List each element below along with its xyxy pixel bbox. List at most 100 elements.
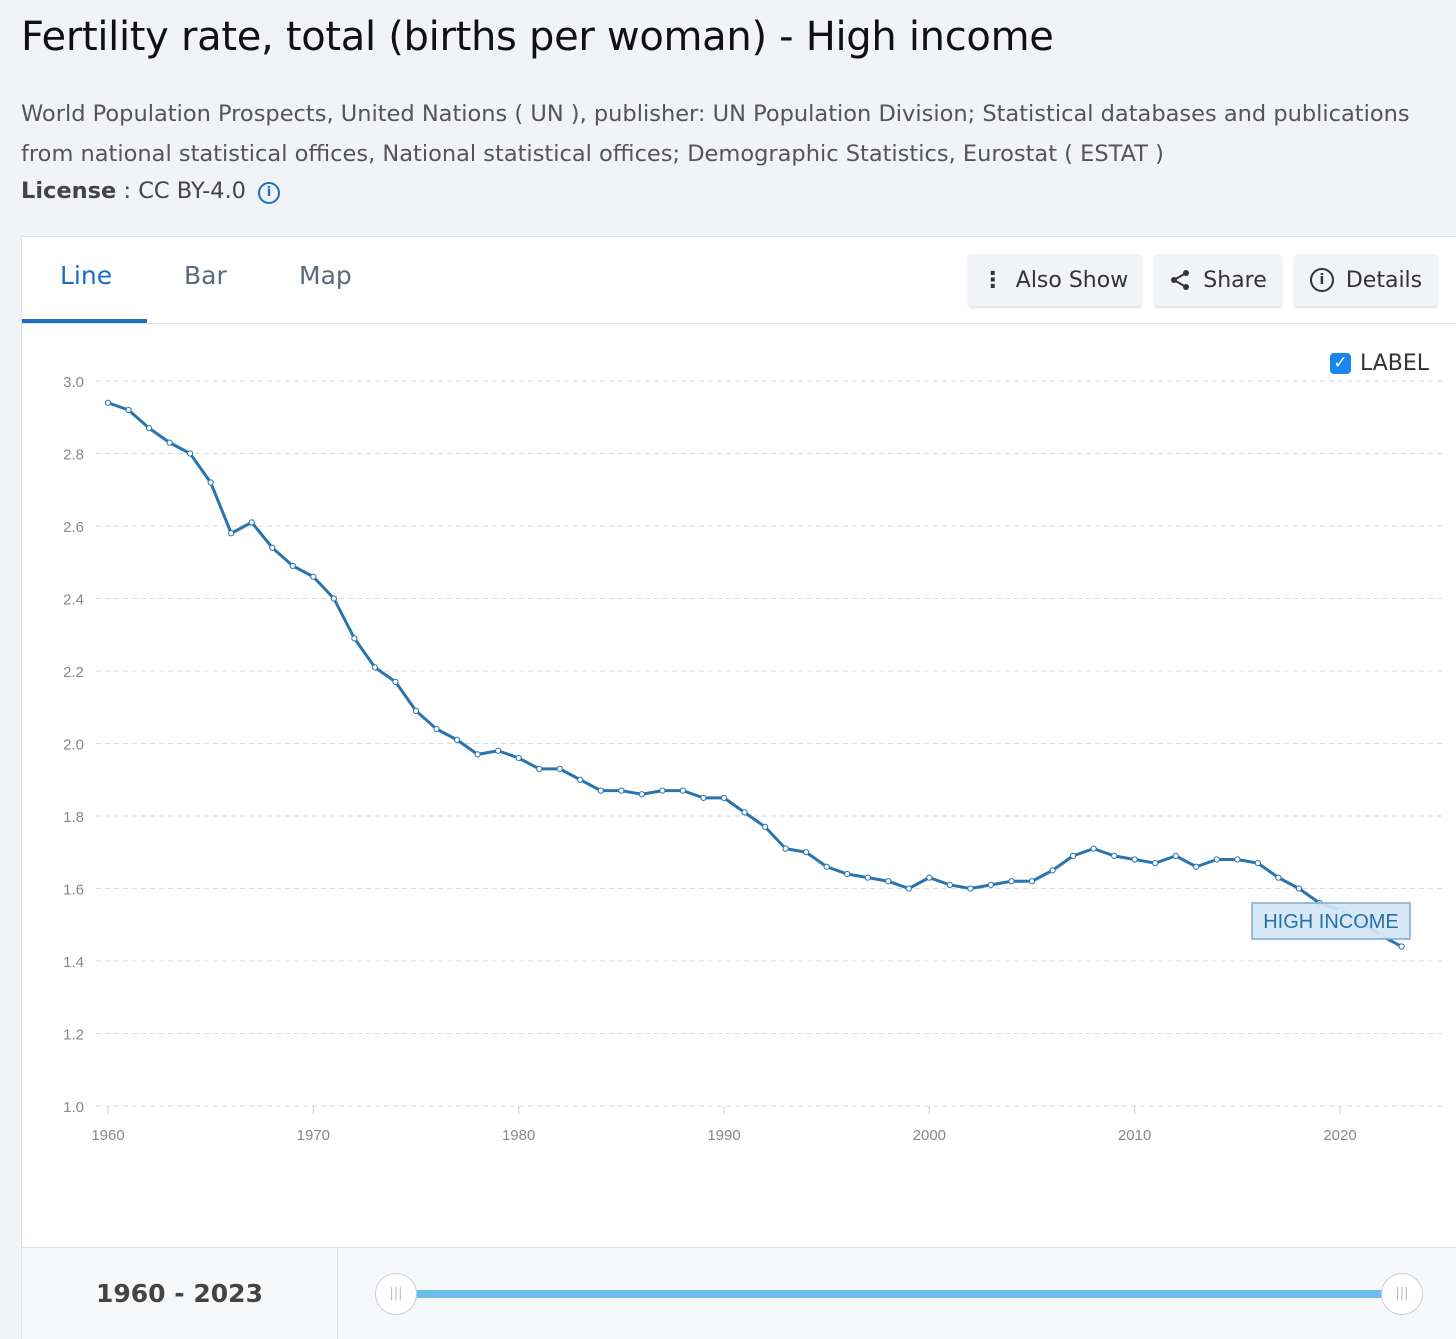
y-tick-label: 2.6 bbox=[63, 519, 84, 536]
data-point bbox=[864, 874, 871, 881]
also-show-button[interactable]: ⋮ Also Show bbox=[968, 254, 1142, 306]
data-point bbox=[782, 845, 789, 852]
year-range: 1960 - 2023 bbox=[22, 1248, 338, 1339]
y-tick-label: 1.2 bbox=[63, 1027, 84, 1044]
data-point bbox=[1398, 943, 1405, 950]
y-tick-label: 1.6 bbox=[63, 882, 84, 899]
y-tick-label: 2.2 bbox=[63, 664, 84, 681]
label-toggle-text: LABEL bbox=[1359, 351, 1429, 376]
data-point bbox=[618, 787, 625, 794]
license: License : CC BY-4.0 i bbox=[21, 178, 280, 204]
range-slider-track[interactable] bbox=[397, 1290, 1402, 1298]
data-point bbox=[453, 736, 461, 743]
x-tick-label: 1970 bbox=[297, 1127, 330, 1144]
data-point bbox=[433, 725, 440, 733]
data-point bbox=[1193, 863, 1200, 870]
data-point bbox=[330, 595, 337, 602]
data-point bbox=[1069, 852, 1077, 859]
label-checkbox[interactable]: ✓ bbox=[1329, 353, 1351, 374]
data-point bbox=[844, 870, 851, 878]
data-point bbox=[659, 787, 666, 794]
info-icon[interactable]: i bbox=[257, 182, 280, 204]
data-point bbox=[987, 881, 995, 888]
data-point bbox=[1275, 874, 1282, 881]
page-title: Fertility rate, total (births per woman)… bbox=[21, 14, 1054, 60]
data-point bbox=[885, 878, 892, 885]
data-point bbox=[905, 885, 912, 892]
data-point bbox=[228, 530, 235, 537]
range-separator: - bbox=[165, 1279, 194, 1308]
data-point bbox=[1295, 885, 1303, 892]
x-tick-label: 1990 bbox=[707, 1127, 740, 1144]
series-line-high-income bbox=[107, 401, 1403, 948]
x-tick-label: 2020 bbox=[1323, 1127, 1356, 1144]
data-point bbox=[1131, 856, 1138, 863]
details-label: Details bbox=[1345, 267, 1423, 293]
x-tick-label: 2000 bbox=[913, 1127, 946, 1144]
chart-card: Line Bar Map ⋮ Also Show Share i Details… bbox=[21, 236, 1456, 1339]
data-point bbox=[803, 849, 810, 856]
data-point bbox=[577, 776, 584, 783]
data-point bbox=[371, 664, 379, 671]
tab-bar-chart[interactable]: Bar bbox=[184, 261, 227, 290]
tab-line[interactable]: Line bbox=[60, 261, 113, 290]
x-tick-label: 2010 bbox=[1118, 1127, 1151, 1144]
license-value: : CC BY-4.0 bbox=[116, 178, 246, 204]
share-icon bbox=[1171, 270, 1190, 290]
data-point bbox=[351, 635, 358, 642]
x-tick-label: 1980 bbox=[502, 1127, 535, 1144]
active-tab-indicator bbox=[22, 319, 147, 323]
tab-map[interactable]: Map bbox=[299, 261, 352, 290]
data-point bbox=[166, 439, 173, 446]
y-tick-label: 2.8 bbox=[63, 447, 84, 464]
source-text: World Population Prospects, United Natio… bbox=[21, 101, 1410, 167]
data-point bbox=[946, 881, 953, 888]
data-point bbox=[720, 794, 728, 801]
data-point bbox=[125, 406, 132, 414]
data-point bbox=[1028, 878, 1036, 885]
data-point bbox=[967, 885, 974, 892]
y-tick-label: 2.4 bbox=[63, 592, 84, 609]
data-point bbox=[392, 678, 399, 685]
y-tick-label: 1.0 bbox=[63, 1099, 84, 1116]
y-tick-label: 1.4 bbox=[63, 954, 84, 971]
data-point bbox=[1008, 878, 1015, 885]
data-point bbox=[1090, 845, 1097, 852]
series-label-box bbox=[1251, 902, 1411, 940]
data-point bbox=[187, 450, 194, 457]
range-start: 1960 bbox=[96, 1279, 166, 1308]
series-label: HIGH INCOME bbox=[1263, 911, 1399, 933]
also-show-label: Also Show bbox=[1015, 267, 1129, 293]
data-point bbox=[1234, 856, 1241, 863]
data-point bbox=[495, 747, 502, 754]
data-point bbox=[823, 863, 830, 870]
data-point bbox=[741, 809, 748, 816]
y-tick-label: 3.0 bbox=[63, 374, 84, 391]
data-point bbox=[926, 874, 933, 881]
range-slider-start-handle[interactable]: ||| bbox=[375, 1273, 417, 1315]
data-point bbox=[412, 707, 420, 714]
y-tick-label: 1.8 bbox=[63, 809, 84, 826]
data-point bbox=[145, 425, 153, 432]
y-tick-label: 2.0 bbox=[63, 737, 84, 754]
share-button[interactable]: Share bbox=[1154, 254, 1282, 306]
data-point bbox=[679, 787, 687, 794]
info-circle-icon: i bbox=[1309, 268, 1334, 292]
data-point bbox=[638, 791, 645, 798]
data-point bbox=[1111, 852, 1118, 859]
more-vertical-icon: ⋮ bbox=[981, 267, 1004, 293]
tab-bar: Line Bar Map ⋮ Also Show Share i Details bbox=[22, 237, 1456, 324]
data-point bbox=[556, 765, 563, 772]
data-point bbox=[1152, 860, 1159, 867]
data-point bbox=[1172, 852, 1179, 859]
data-point bbox=[310, 573, 317, 580]
data-point bbox=[104, 399, 112, 406]
label-toggle[interactable]: ✓ LABEL bbox=[1329, 351, 1429, 376]
data-point bbox=[1049, 867, 1056, 874]
data-point bbox=[269, 544, 276, 551]
data-point bbox=[597, 787, 604, 794]
details-button[interactable]: i Details bbox=[1294, 254, 1438, 306]
range-slider-end-handle[interactable]: ||| bbox=[1381, 1273, 1423, 1315]
range-end: 2023 bbox=[193, 1279, 263, 1308]
data-point bbox=[761, 823, 769, 830]
